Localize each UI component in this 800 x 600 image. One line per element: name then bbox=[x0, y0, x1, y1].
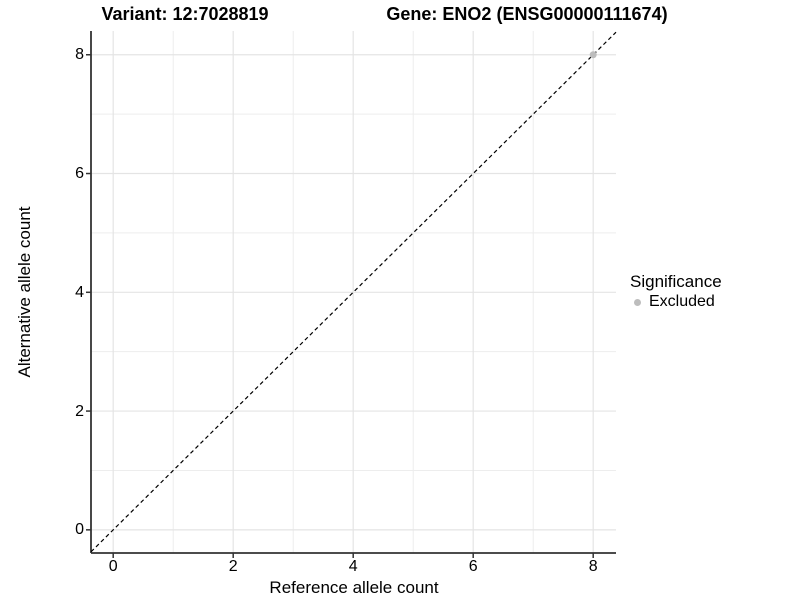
x-tick-label: 0 bbox=[108, 558, 118, 575]
y-axis-title: Alternative allele count bbox=[15, 206, 34, 378]
plot-title-gene: Gene: ENO2 (ENSG00000111674) bbox=[386, 4, 668, 24]
legend: Significance Excluded bbox=[630, 271, 722, 312]
data-points bbox=[589, 51, 597, 59]
x-tick-label: 4 bbox=[348, 558, 358, 575]
gridlines-major bbox=[91, 31, 616, 553]
legend-item: Excluded bbox=[630, 292, 722, 312]
x-axis-title: Reference allele count bbox=[269, 578, 439, 597]
axis-tick-marks bbox=[86, 54, 594, 558]
data-point-excluded bbox=[589, 51, 597, 59]
legend-point-icon bbox=[634, 298, 641, 306]
legend-items: Excluded bbox=[630, 292, 722, 312]
x-tick-label: 8 bbox=[588, 558, 598, 575]
y-tick-label: 8 bbox=[75, 46, 84, 64]
y-tick-label: 6 bbox=[75, 165, 84, 183]
x-tick-label: 2 bbox=[228, 558, 238, 575]
legend-title: Significance bbox=[630, 272, 722, 291]
axis-lines bbox=[90, 31, 616, 554]
plot-title-variant: Variant: 12:7028819 bbox=[101, 4, 269, 24]
y-tick-label: 0 bbox=[75, 521, 84, 539]
y-tick-label: 2 bbox=[75, 402, 84, 420]
legend-item-label: Excluded bbox=[649, 293, 715, 310]
y-tick-label: 4 bbox=[75, 283, 84, 301]
x-tick-label: 6 bbox=[468, 558, 478, 575]
